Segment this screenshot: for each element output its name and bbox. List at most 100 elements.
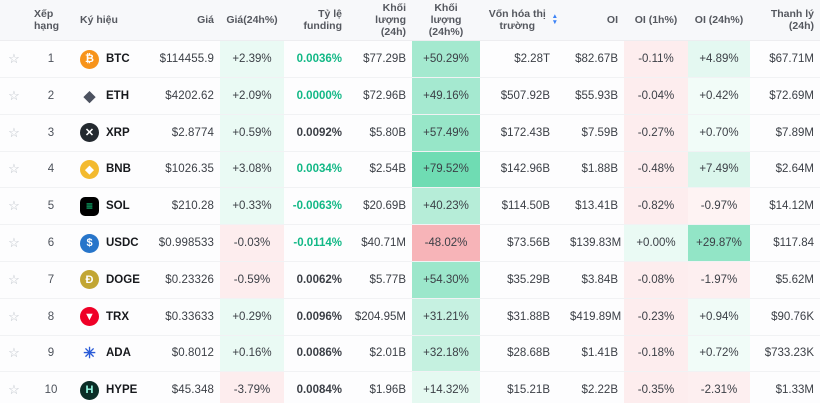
favorite-star-icon[interactable]: ☆ bbox=[8, 235, 20, 251]
sort-icon[interactable]: ▲ ▼ bbox=[552, 13, 558, 26]
symbol-label: HYPE bbox=[106, 384, 138, 397]
header-favorite bbox=[0, 0, 28, 42]
header-funding-rate[interactable]: Tỷ lệ funding bbox=[284, 0, 348, 42]
market-cap-cell: $31.88B bbox=[480, 298, 564, 336]
oi-1h-pct-cell: -0.08% bbox=[624, 261, 688, 299]
oi-24h-pct-cell: +0.42% bbox=[688, 77, 750, 115]
symbol-label: USDC bbox=[106, 237, 139, 250]
volume-24h-cell: $40.71M bbox=[348, 224, 412, 262]
volume-24h-pct-cell: +57.49% bbox=[412, 114, 480, 152]
volume-24h-cell: $1.96B bbox=[348, 371, 412, 403]
oi-24h-pct-cell: +0.70% bbox=[688, 114, 750, 152]
header-volume-24h[interactable]: Khối lượng (24h) bbox=[348, 0, 412, 42]
funding-rate-cell: 0.0000% bbox=[284, 77, 348, 115]
favorite-star-icon[interactable]: ☆ bbox=[8, 308, 20, 324]
volume-24h-pct-cell: +32.18% bbox=[412, 335, 480, 373]
symbol-cell[interactable]: ✕ XRP bbox=[74, 114, 152, 152]
oi-1h-pct-cell: -0.18% bbox=[624, 335, 688, 373]
favorite-star-icon[interactable]: ☆ bbox=[8, 198, 20, 214]
favorite-star-icon[interactable]: ☆ bbox=[8, 87, 20, 103]
volume-24h-cell: $204.95M bbox=[348, 298, 412, 336]
table-row[interactable]: ☆ 5 ≡ SOL $210.28 +0.33% -0.0063% $20.69… bbox=[0, 187, 820, 226]
header-market-cap[interactable]: Vốn hóa thị trường ▲ ▼ bbox=[480, 0, 564, 42]
rank-cell: 1 bbox=[28, 40, 74, 78]
rank-cell: 5 bbox=[28, 187, 74, 226]
market-cap-cell: $172.43B bbox=[480, 114, 564, 152]
table-row[interactable]: ☆ 1 ₿ BTC $114455.9 +2.39% 0.0036% $77.2… bbox=[0, 40, 820, 78]
header-oi-24h-pct[interactable]: OI (24h%) bbox=[688, 0, 750, 42]
open-interest-cell: $13.41B bbox=[564, 187, 624, 226]
favorite-star-icon[interactable]: ☆ bbox=[8, 51, 20, 67]
funding-rate-cell: 0.0034% bbox=[284, 151, 348, 189]
volume-24h-cell: $2.01B bbox=[348, 335, 412, 373]
header-price-change-24h[interactable]: Giá(24h%) bbox=[220, 0, 284, 42]
favorite-star-icon[interactable]: ☆ bbox=[8, 345, 20, 361]
symbol-cell[interactable]: ▼ TRX bbox=[74, 298, 152, 336]
liquidation-24h-cell: $72.69M bbox=[750, 77, 820, 115]
favorite-star-icon[interactable]: ☆ bbox=[8, 124, 20, 140]
header-volume-24h-pct[interactable]: Khối lượng (24h%) bbox=[412, 0, 480, 42]
table-row[interactable]: ☆ 8 ▼ TRX $0.33633 +0.29% 0.0096% $204.9… bbox=[0, 298, 820, 336]
price-change-24h-cell: -0.59% bbox=[220, 261, 284, 299]
volume-24h-cell: $20.69B bbox=[348, 187, 412, 226]
oi-24h-pct-cell: +0.72% bbox=[688, 335, 750, 373]
oi-24h-pct-cell: -0.97% bbox=[688, 187, 750, 226]
price-cell: $2.8774 bbox=[152, 114, 220, 152]
price-cell: $0.33633 bbox=[152, 298, 220, 336]
symbol-cell[interactable]: Ð DOGE bbox=[74, 261, 152, 299]
oi-24h-pct-cell: +7.49% bbox=[688, 151, 750, 189]
hype-icon: H bbox=[80, 380, 99, 400]
table-row[interactable]: ☆ 6 $ USDC $0.998533 -0.03% -0.0114% $40… bbox=[0, 224, 820, 262]
volume-24h-cell: $2.54B bbox=[348, 151, 412, 189]
header-liquidation-24h[interactable]: Thanh lý (24h) bbox=[750, 0, 820, 42]
symbol-cell[interactable]: ◆ BNB bbox=[74, 151, 152, 189]
xrp-icon: ✕ bbox=[80, 123, 99, 143]
symbol-cell[interactable]: ≡ SOL bbox=[74, 187, 152, 226]
symbol-cell[interactable]: H HYPE bbox=[74, 371, 152, 403]
price-cell: $114455.9 bbox=[152, 40, 220, 78]
favorite-star-icon[interactable]: ☆ bbox=[8, 271, 20, 287]
favorite-star-icon[interactable]: ☆ bbox=[8, 382, 20, 398]
volume-24h-pct-cell: +14.32% bbox=[412, 371, 480, 403]
funding-rate-cell: -0.0063% bbox=[284, 187, 348, 226]
header-open-interest[interactable]: OI bbox=[564, 0, 624, 42]
header-symbol[interactable]: Ký hiệu bbox=[74, 0, 152, 42]
header-oi-1h-pct[interactable]: OI (1h%) bbox=[624, 0, 688, 42]
symbol-cell[interactable]: ₿ BTC bbox=[74, 40, 152, 78]
table-row[interactable]: ☆ 9 ✳ ADA $0.8012 +0.16% 0.0086% $2.01B … bbox=[0, 335, 820, 373]
table-row[interactable]: ☆ 10 H HYPE $45.348 -3.79% 0.0084% $1.96… bbox=[0, 371, 820, 403]
header-rank[interactable]: Xếp hạng bbox=[28, 0, 74, 42]
volume-24h-pct-cell: +40.23% bbox=[412, 187, 480, 226]
oi-1h-pct-cell: -0.27% bbox=[624, 114, 688, 152]
favorite-star-icon[interactable]: ☆ bbox=[8, 161, 20, 177]
price-change-24h-cell: -0.03% bbox=[220, 224, 284, 262]
header-price[interactable]: Giá bbox=[152, 0, 220, 42]
table-row[interactable]: ☆ 2 ◆ ETH $4202.62 +2.09% 0.0000% $72.96… bbox=[0, 77, 820, 115]
symbol-cell[interactable]: ✳ ADA bbox=[74, 335, 152, 373]
table-row[interactable]: ☆ 3 ✕ XRP $2.8774 +0.59% 0.0092% $5.80B … bbox=[0, 114, 820, 152]
symbol-cell[interactable]: ◆ ETH bbox=[74, 77, 152, 115]
open-interest-cell: $2.22B bbox=[564, 371, 624, 403]
funding-rate-cell: -0.0114% bbox=[284, 224, 348, 262]
table-header: Xếp hạng Ký hiệu Giá Giá(24h%) Tỷ lệ fun… bbox=[0, 0, 820, 42]
symbol-label: ETH bbox=[106, 89, 129, 102]
btc-icon: ₿ bbox=[80, 49, 99, 69]
price-change-24h-cell: +2.39% bbox=[220, 40, 284, 78]
funding-rate-cell: 0.0062% bbox=[284, 261, 348, 299]
oi-1h-pct-cell: -0.35% bbox=[624, 371, 688, 403]
open-interest-cell: $55.93B bbox=[564, 77, 624, 115]
funding-rate-cell: 0.0096% bbox=[284, 298, 348, 336]
oi-24h-pct-cell: -1.97% bbox=[688, 261, 750, 299]
market-cap-cell: $142.96B bbox=[480, 151, 564, 189]
liquidation-24h-cell: $7.89M bbox=[750, 114, 820, 152]
trx-icon: ▼ bbox=[80, 307, 99, 327]
table-row[interactable]: ☆ 7 Ð DOGE $0.23326 -0.59% 0.0062% $5.77… bbox=[0, 261, 820, 299]
ada-icon: ✳ bbox=[83, 345, 96, 363]
rank-cell: 9 bbox=[28, 335, 74, 373]
table-row[interactable]: ☆ 4 ◆ BNB $1026.35 +3.08% 0.0034% $2.54B… bbox=[0, 151, 820, 189]
market-cap-cell: $114.50B bbox=[480, 187, 564, 226]
price-change-24h-cell: +0.16% bbox=[220, 335, 284, 373]
volume-24h-pct-cell: -48.02% bbox=[412, 224, 480, 262]
symbol-cell[interactable]: $ USDC bbox=[74, 224, 152, 262]
open-interest-cell: $82.67B bbox=[564, 40, 624, 78]
